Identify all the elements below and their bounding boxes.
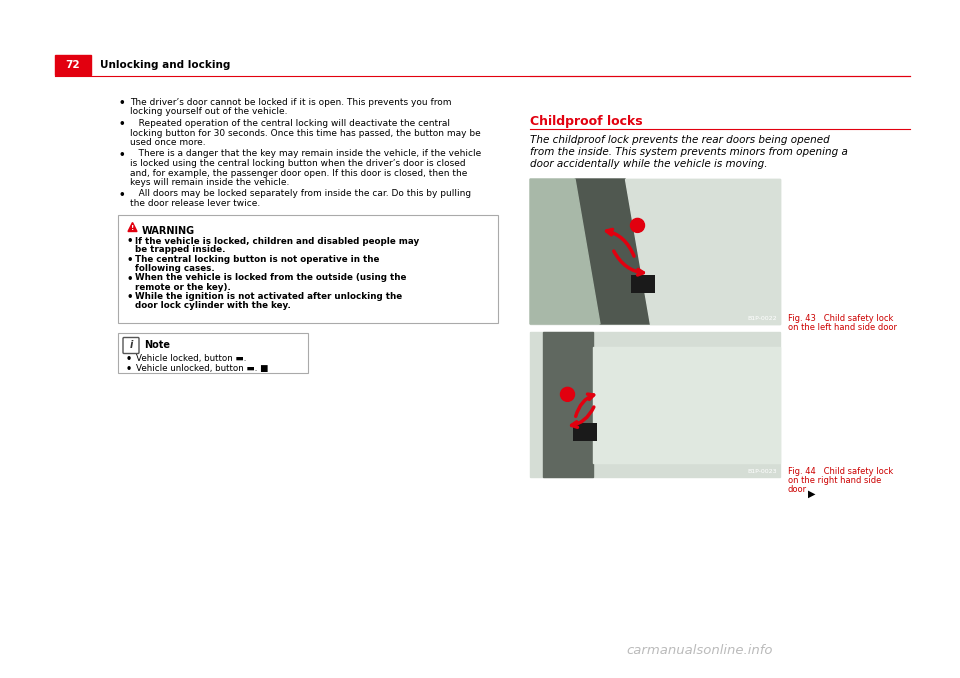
Text: from the inside. This system prevents minors from opening a: from the inside. This system prevents mi…: [530, 147, 848, 157]
Polygon shape: [530, 332, 780, 477]
Text: •: •: [118, 98, 125, 108]
Polygon shape: [128, 222, 137, 231]
Bar: [530, 179, 780, 324]
Text: 72: 72: [65, 60, 81, 70]
Text: door accidentally while the vehicle is moving.: door accidentally while the vehicle is m…: [530, 159, 767, 169]
Text: The childproof lock prevents the rear doors being opened: The childproof lock prevents the rear do…: [530, 135, 829, 145]
Polygon shape: [530, 179, 780, 324]
Bar: [118, 214, 498, 323]
Text: following cases.: following cases.: [135, 264, 215, 273]
Text: •: •: [118, 150, 125, 159]
Text: i: i: [130, 340, 132, 351]
Text: Fig. 44   Child safety lock: Fig. 44 Child safety lock: [788, 467, 893, 476]
Text: on the left hand side door: on the left hand side door: [788, 323, 897, 332]
Text: locking button for 30 seconds. Once this time has passed, the button may be: locking button for 30 seconds. Once this…: [130, 129, 481, 138]
Bar: [55, 55, 91, 75]
Text: The central locking button is not operative in the: The central locking button is not operat…: [135, 255, 379, 264]
Polygon shape: [575, 179, 650, 324]
Text: Note: Note: [144, 340, 170, 351]
Polygon shape: [625, 179, 780, 324]
Text: carmanualsonline.info: carmanualsonline.info: [627, 643, 773, 656]
Text: All doors may be locked separately from inside the car. Do this by pulling: All doors may be locked separately from …: [130, 189, 471, 199]
Text: •: •: [126, 237, 132, 247]
Text: and, for example, the passenger door open. If this door is closed, then the: and, for example, the passenger door ope…: [130, 169, 468, 178]
Text: the door release lever twice.: the door release lever twice.: [130, 199, 260, 208]
Circle shape: [561, 387, 574, 401]
Text: on the right hand side: on the right hand side: [788, 476, 881, 485]
Text: Vehicle unlocked, button ▬. ■: Vehicle unlocked, button ▬. ■: [136, 363, 269, 372]
Text: When the vehicle is locked from the outside (using the: When the vehicle is locked from the outs…: [135, 273, 406, 283]
Text: •: •: [126, 255, 132, 265]
Text: Unlocking and locking: Unlocking and locking: [100, 60, 230, 70]
Text: door lock cylinder with the key.: door lock cylinder with the key.: [135, 301, 291, 310]
Polygon shape: [542, 332, 592, 477]
Text: keys will remain inside the vehicle.: keys will remain inside the vehicle.: [130, 178, 289, 187]
Text: ▶: ▶: [808, 489, 815, 499]
Text: Childproof locks: Childproof locks: [530, 115, 642, 128]
Text: While the ignition is not activated after unlocking the: While the ignition is not activated afte…: [135, 292, 402, 301]
Circle shape: [631, 218, 644, 233]
Bar: [573, 422, 597, 441]
Bar: [631, 275, 655, 294]
Text: is locked using the central locking button when the driver’s door is closed: is locked using the central locking butt…: [130, 159, 466, 168]
Text: !: !: [131, 225, 134, 231]
FancyBboxPatch shape: [123, 338, 139, 353]
Text: remote or the key).: remote or the key).: [135, 283, 230, 292]
Text: B1P-0023: B1P-0023: [748, 469, 777, 474]
Text: •: •: [118, 119, 125, 129]
Text: •: •: [126, 363, 132, 374]
Bar: [530, 332, 780, 477]
Bar: [118, 332, 308, 372]
Text: locking yourself out of the vehicle.: locking yourself out of the vehicle.: [130, 108, 287, 117]
Text: Fig. 43   Child safety lock: Fig. 43 Child safety lock: [788, 314, 894, 323]
Text: •: •: [118, 189, 125, 199]
Text: If the vehicle is locked, children and disabled people may: If the vehicle is locked, children and d…: [135, 237, 420, 245]
Text: be trapped inside.: be trapped inside.: [135, 245, 226, 254]
Text: •: •: [126, 355, 132, 365]
Text: used once more.: used once more.: [130, 138, 205, 147]
Text: The driver’s door cannot be locked if it is open. This prevents you from: The driver’s door cannot be locked if it…: [130, 98, 451, 107]
Text: •: •: [126, 273, 132, 283]
Polygon shape: [530, 179, 600, 324]
Text: There is a danger that the key may remain inside the vehicle, if the vehicle: There is a danger that the key may remai…: [130, 150, 481, 159]
Text: B1P-0022: B1P-0022: [748, 316, 777, 321]
Text: door: door: [788, 485, 807, 494]
Polygon shape: [592, 346, 780, 462]
Text: •: •: [126, 292, 132, 302]
Text: WARNING: WARNING: [142, 226, 195, 235]
Text: Repeated operation of the central locking will deactivate the central: Repeated operation of the central lockin…: [130, 119, 450, 128]
Text: Vehicle locked, button ▬.: Vehicle locked, button ▬.: [136, 355, 247, 363]
